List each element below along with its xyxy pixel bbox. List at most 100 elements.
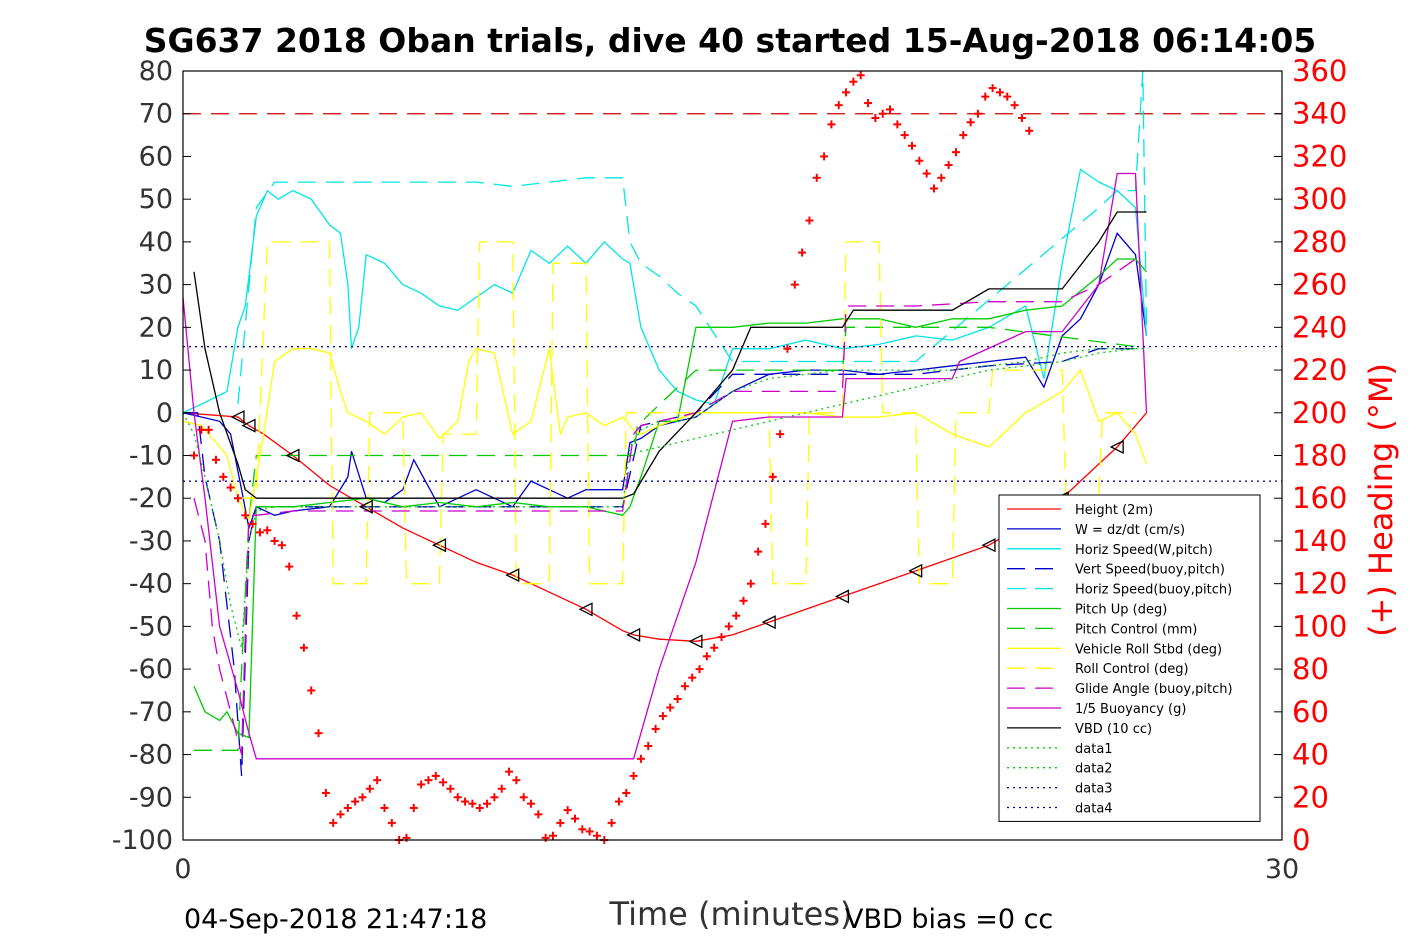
heading-point: [358, 793, 367, 802]
heading-point: [666, 703, 675, 712]
heading-point: [717, 633, 726, 642]
heading-point: [673, 695, 682, 704]
heading-point: [483, 799, 492, 808]
right-tick-label: 360: [1292, 54, 1347, 88]
heading-point: [695, 665, 704, 674]
heading-point: [409, 803, 418, 812]
left-tick-label: -90: [129, 782, 173, 813]
heading-point: [629, 771, 638, 780]
heading-point: [431, 771, 440, 780]
heading-point: [380, 803, 389, 812]
right-tick-label: 40: [1292, 738, 1329, 772]
legend-label-10: 1/5 Buoyancy (g): [1075, 702, 1186, 717]
heading-point: [849, 77, 858, 86]
left-tick-label: 70: [139, 99, 173, 130]
right-tick-label: 240: [1292, 310, 1347, 344]
heading-point: [468, 799, 477, 808]
heading-point: [622, 789, 631, 798]
heading-point: [461, 797, 470, 806]
heading-point: [864, 99, 873, 108]
right-tick-label: 320: [1292, 139, 1347, 173]
right-tick-label: 20: [1292, 780, 1329, 814]
heading-point: [570, 814, 579, 823]
footer-vbd-bias: VBD bias =0 cc: [845, 904, 1053, 935]
heading-point: [754, 547, 763, 556]
heading-point: [519, 793, 528, 802]
series-line-2: [182, 168, 1148, 414]
heading-point: [351, 797, 360, 806]
heading-point: [548, 831, 557, 840]
heading-point: [834, 101, 843, 110]
heading-point: [585, 827, 594, 836]
legend: Height (2m) W = dz/dt (cm/s) Horiz Speed(W…: [998, 494, 1261, 822]
series-line-3: [237, 70, 1148, 405]
heading-point: [578, 825, 587, 834]
right-tick-label: 100: [1292, 609, 1347, 643]
heading-point: [336, 810, 345, 819]
right-tick-label: 180: [1292, 439, 1347, 473]
heading-point: [197, 425, 206, 434]
heading-point: [842, 88, 851, 97]
heading-point: [812, 173, 821, 182]
height-marker: [1109, 439, 1124, 455]
left-tick-label: -60: [129, 654, 173, 685]
heading-point: [680, 682, 689, 691]
left-tick-label: 40: [139, 227, 173, 258]
heading-point: [688, 673, 697, 682]
legend-label-14: data3: [1075, 782, 1113, 797]
height-marker: [981, 538, 996, 553]
heading-point: [798, 248, 807, 257]
left-tick-label: -50: [129, 611, 173, 642]
height-marker: [358, 499, 373, 514]
heading-point: [541, 833, 550, 842]
legend-label-12: data1: [1075, 742, 1113, 757]
heading-point: [783, 344, 792, 353]
left-tick-label: 10: [139, 355, 173, 386]
heading-point: [534, 810, 543, 819]
heading-point: [944, 160, 953, 169]
heading-point: [893, 120, 902, 129]
heading-point: [329, 818, 338, 827]
height-marker: [505, 568, 520, 583]
heading-point: [512, 776, 521, 785]
left-tick-label: -80: [129, 740, 173, 771]
heading-point: [490, 793, 499, 802]
right-tick-label: 140: [1292, 524, 1347, 558]
heading-point: [439, 778, 448, 787]
heading-point: [702, 652, 711, 661]
heading-point: [475, 803, 484, 812]
right-tick-label: 0: [1292, 823, 1310, 857]
series-line-7: [182, 347, 1148, 522]
heading-point: [1017, 113, 1026, 122]
legend-label-5: Pitch Up (deg): [1075, 603, 1167, 618]
x-tick-label: 0: [174, 854, 191, 885]
height-marker: [626, 627, 641, 642]
heading-point: [746, 579, 755, 588]
heading-point: [636, 754, 645, 763]
left-tick-label: -30: [129, 526, 173, 557]
right-tick-label: 340: [1292, 97, 1347, 131]
heading-point: [263, 526, 272, 535]
heading-point: [226, 483, 235, 492]
series-line-1: [182, 232, 1148, 531]
heading-point: [929, 184, 938, 193]
height-marker: [230, 409, 245, 425]
right-axis-label: (+) Heading (°M): [1362, 363, 1400, 637]
left-tick-label: -40: [129, 569, 173, 600]
left-tick-label: 50: [139, 184, 173, 215]
legend-label-9: Glide Angle (buoy,pitch): [1075, 682, 1233, 697]
heading-point: [285, 562, 294, 571]
height-marker: [285, 448, 300, 463]
heading-point: [211, 455, 220, 464]
heading-point: [768, 472, 777, 481]
heading-point: [776, 430, 785, 439]
heading-point: [314, 729, 323, 738]
height-marker: [834, 589, 850, 604]
heading-point: [607, 818, 616, 827]
legend-label-6: Pitch Control (mm): [1075, 622, 1197, 637]
legend-label-7: Vehicle Roll Stbd (deg): [1075, 642, 1222, 657]
heading-point: [233, 494, 242, 503]
heading-point: [710, 643, 719, 652]
heading-point: [614, 797, 623, 806]
